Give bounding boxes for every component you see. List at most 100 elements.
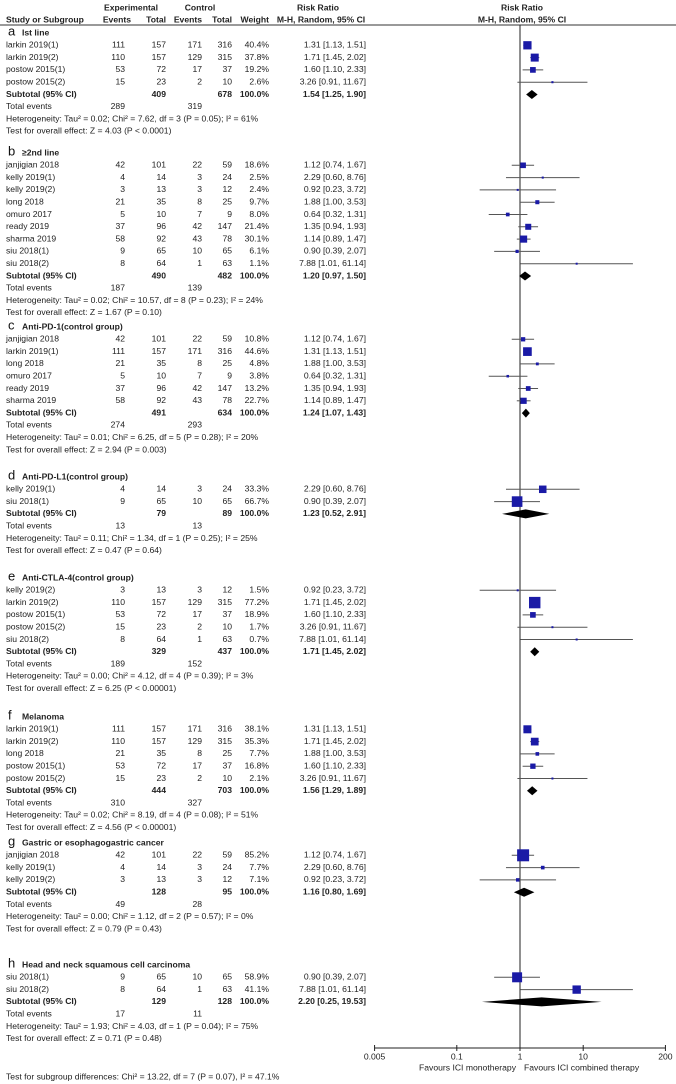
study-ci: 3.26 [0.91, 11.67] <box>300 621 366 631</box>
study-weight: 35.3% <box>245 736 270 746</box>
study-ci: 0.64 [0.32, 1.31] <box>304 209 366 219</box>
total-events-ctrl: 152 <box>188 658 203 668</box>
study-e-tot: 14 <box>156 172 166 182</box>
study-name: siu 2018(2) <box>6 634 49 644</box>
study-c-ev: 1 <box>197 258 202 268</box>
study-name: postow 2015(2) <box>6 76 65 86</box>
total-events-label: Total events <box>6 101 52 111</box>
study-ci: 0.90 [0.39, 2.07] <box>304 246 366 256</box>
study-ci: 1.88 [1.00, 3.53] <box>304 358 366 368</box>
study-e-tot: 13 <box>156 585 166 595</box>
subtotal-ci: 1.20 [0.97, 1.50] <box>303 270 366 280</box>
study-e-ev: 9 <box>120 972 125 982</box>
subtotal-exp-total: 409 <box>152 89 167 99</box>
subtotal-row: Subtotal (95% CI) 491 634 100.0% 1.24 [1.07,… <box>6 407 530 418</box>
subtotal-weight: 100.0% <box>240 785 270 795</box>
pooled-diamond <box>502 509 550 519</box>
effect-marker <box>523 725 532 734</box>
header-rr-method-plot: M-H, Random, 95% CI <box>478 14 566 24</box>
total-events-label: Total events <box>6 658 52 668</box>
study-c-ev: 43 <box>192 233 202 243</box>
subtotal-ctrl-total: 678 <box>218 89 233 99</box>
effect-marker <box>515 878 520 882</box>
study-c-tot: 63 <box>222 634 232 644</box>
subgroup-h: h Head and neck squamous cell carcinoma si… <box>6 955 633 1043</box>
study-ci: 2.29 [0.60, 8.76] <box>304 484 366 494</box>
effect-marker <box>525 386 531 391</box>
study-c-tot: 25 <box>222 748 232 758</box>
subtotal-row: Subtotal (95% CI) 128 95 100.0% 1.16 [0.80, … <box>6 886 535 897</box>
study-ci: 0.92 [0.23, 3.72] <box>304 585 366 595</box>
subtotal-ctrl-total: 95 <box>222 886 232 896</box>
total-events-ctrl: 11 <box>193 1008 202 1018</box>
study-e-tot: 96 <box>156 221 166 231</box>
study-weight: 44.6% <box>245 346 270 356</box>
subgroup-letter: d <box>8 467 15 482</box>
heterogeneity-text: Heterogeneity: Tau² = 0.01; Chi² = 6.25,… <box>6 432 259 442</box>
study-e-tot: 65 <box>156 972 166 982</box>
study-ci: 1.88 [1.00, 3.53] <box>304 196 366 206</box>
study-row: long 2018 21 35 8 25 7.7% 1.88 [1.00, 3.53] <box>6 748 555 758</box>
study-c-tot: 25 <box>222 358 232 368</box>
total-events-ctrl: 28 <box>192 899 202 909</box>
pooled-diamond <box>519 271 532 281</box>
study-row: siu 2018(2) 8 64 1 63 41.1% 7.88 [1.01, 61.14] <box>6 984 633 994</box>
study-e-ev: 5 <box>120 209 125 219</box>
study-e-tot: 157 <box>152 52 167 62</box>
study-c-ev: 42 <box>192 221 202 231</box>
study-name: postow 2015(1) <box>6 609 65 619</box>
study-row: kelly 2019(2) 3 13 3 12 2.4% 0.92 [0.23, 3.72] <box>6 184 557 194</box>
study-c-ev: 10 <box>192 972 202 982</box>
study-e-ev: 15 <box>115 773 125 783</box>
study-weight: 58.9% <box>245 972 270 982</box>
study-weight: 33.3% <box>245 484 270 494</box>
study-ci: 7.88 [1.01, 61.14] <box>299 984 366 994</box>
study-weight: 38.1% <box>245 724 270 734</box>
subtotal-label: Subtotal (95% CI) <box>6 270 77 280</box>
subtotal-row: Subtotal (95% CI) 329 437 100.0% 1.71 [1.45,… <box>6 646 540 657</box>
study-name: siu 2018(2) <box>6 984 49 994</box>
effect-marker <box>551 81 554 84</box>
study-e-ev: 53 <box>115 64 125 74</box>
study-c-ev: 17 <box>192 64 202 74</box>
study-c-tot: 37 <box>222 64 232 74</box>
study-weight: 4.8% <box>249 358 269 368</box>
subgroup-e: e Anti-CTLA-4(control group) kelly 2019(2)… <box>6 568 633 693</box>
effect-marker <box>538 485 547 494</box>
study-name: omuro 2017 <box>6 370 52 380</box>
x-tick-label: 0.005 <box>364 1051 386 1061</box>
study-e-tot: 23 <box>156 76 166 86</box>
subtotal-label: Subtotal (95% CI) <box>6 785 77 795</box>
study-c-tot: 63 <box>222 258 232 268</box>
study-ci: 2.29 [0.60, 8.76] <box>304 172 366 182</box>
study-name: larkin 2019(2) <box>6 597 59 607</box>
study-row: larkin 2019(2) 110 157 129 315 37.8% 1.71 [1.4… <box>6 52 540 62</box>
study-e-ev: 3 <box>120 874 125 884</box>
heterogeneity-text: Heterogeneity: Tau² = 0.02; Chi² = 10.57… <box>6 295 263 305</box>
overall-effect-text: Test for overall effect: Z = 6.25 (P < 0… <box>6 683 176 693</box>
header-risk-ratio: Risk Ratio <box>297 2 339 12</box>
overall-effect-text: Test for overall effect: Z = 2.94 (P = 0… <box>6 444 167 454</box>
effect-marker <box>523 41 532 50</box>
subtotal-exp-total: 128 <box>152 886 167 896</box>
study-ci: 1.31 [1.13, 1.51] <box>304 724 366 734</box>
total-events-label: Total events <box>6 797 52 807</box>
heterogeneity-text: Heterogeneity: Tau² = 0.00; Chi² = 4.12,… <box>6 671 254 681</box>
effect-marker <box>512 972 523 983</box>
study-e-ev: 8 <box>120 258 125 268</box>
study-c-ev: 2 <box>197 76 202 86</box>
study-c-ev: 22 <box>192 850 202 860</box>
study-e-ev: 5 <box>120 370 125 380</box>
subtotal-weight: 100.0% <box>240 270 270 280</box>
study-c-ev: 3 <box>197 172 202 182</box>
study-e-ev: 9 <box>120 496 125 506</box>
study-c-ev: 1 <box>197 984 202 994</box>
header-exp-total: Total <box>146 14 166 24</box>
study-e-tot: 64 <box>156 634 166 644</box>
study-c-tot: 63 <box>222 984 232 994</box>
subtotal-exp-total: 491 <box>152 407 167 417</box>
subtotal-weight: 100.0% <box>240 508 270 518</box>
heterogeneity-text: Heterogeneity: Tau² = 0.00; Chi² = 1.12,… <box>6 911 254 921</box>
study-c-ev: 22 <box>192 160 202 170</box>
pooled-diamond <box>481 997 602 1007</box>
